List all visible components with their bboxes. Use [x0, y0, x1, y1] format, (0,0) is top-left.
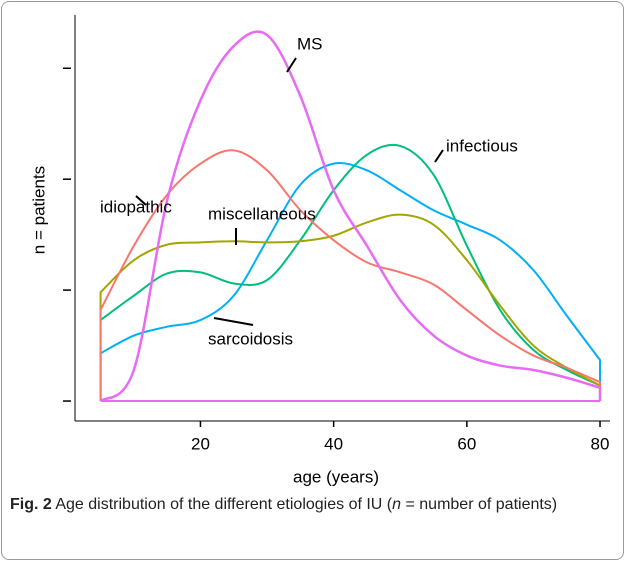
leaders — [135, 57, 444, 326]
x-tick-label: 40 — [324, 434, 343, 453]
label-ms: MS — [297, 34, 323, 53]
x-axis-title: age (years) — [293, 467, 379, 486]
density-line — [99, 162, 602, 402]
x-tick-label: 60 — [457, 434, 476, 453]
x-tick-label: 80 — [591, 434, 610, 453]
leader — [286, 57, 297, 73]
caption-label: Fig. 2 — [10, 496, 52, 513]
y-axis-title: n = patients — [29, 166, 48, 254]
density-line — [99, 30, 602, 403]
label-misc: miscellaneous — [208, 204, 316, 223]
leader — [434, 149, 444, 163]
x-tick-label: 20 — [191, 434, 210, 453]
density-line — [99, 213, 602, 402]
label-sarcoidosis: sarcoidosis — [208, 329, 293, 348]
caption: Fig. 2 Age distribution of the different… — [10, 493, 615, 516]
label-idiopathic: idiopathic — [100, 197, 172, 216]
caption-text: = number of patients) — [401, 496, 558, 513]
density-line — [99, 149, 602, 402]
leader — [135, 195, 147, 206]
caption-text: Age distribution of the different etiolo… — [55, 496, 393, 513]
leader — [213, 317, 254, 326]
caption-italic: n — [392, 496, 402, 513]
label-infectious: infectious — [446, 136, 518, 155]
density-line — [99, 143, 602, 402]
